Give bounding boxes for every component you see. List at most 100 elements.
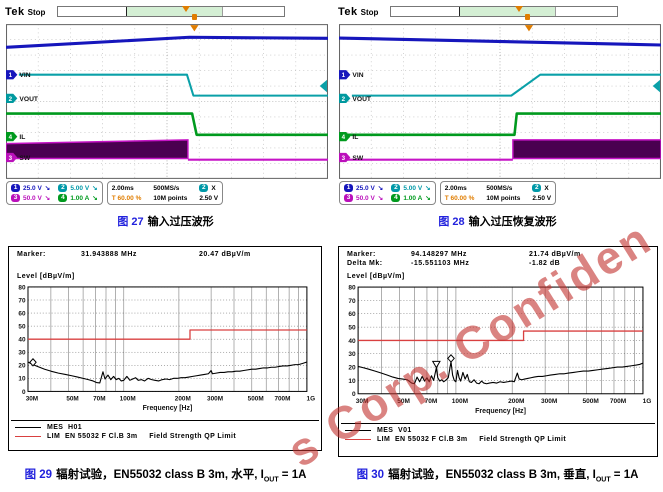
- x-tick-label: 50M: [397, 398, 410, 405]
- y-tick-label: 30: [348, 351, 356, 358]
- channel-readouts: 1 25.0 V ↘ 2 5.00 V ↘ 3 50.0 V ↘ 4 1.00 A ↘: [339, 181, 436, 205]
- channel-number: 1: [9, 72, 13, 79]
- y-tick-label: 60: [348, 311, 356, 318]
- x-tick-label: 100M: [452, 398, 468, 405]
- y-tick-label: 0: [22, 389, 26, 396]
- legend-text: LIM EN 55032 F Cl.B 3m Field Strength QP…: [377, 436, 567, 443]
- legend-row: MES H01: [15, 423, 315, 432]
- y-tick-label: 20: [348, 365, 356, 372]
- trigger-level: 2.50 V: [199, 194, 219, 202]
- acquisition-window: [125, 7, 223, 16]
- ch2-scale: 5.00 V: [403, 184, 423, 192]
- caption-subscript: OUT: [595, 476, 611, 484]
- ch1-coupling-icon: ↘: [377, 185, 384, 192]
- y-tick-label: 70: [18, 297, 26, 304]
- x-tick-label: 700M: [610, 398, 626, 405]
- legend-row: LIM EN 55032 F Cl.B 3m Field Strength QP…: [345, 435, 651, 444]
- x-tick-label: 200M: [508, 398, 524, 405]
- y-tick-label: 50: [348, 325, 356, 332]
- x-tick-label: 50M: [66, 395, 78, 402]
- x-tick-label: 70M: [93, 395, 105, 402]
- y-tick-label: 70: [348, 298, 356, 305]
- scope-status-bar: 1 25.0 V ↘ 2 5.00 V ↘ 3 50.0 V ↘ 4 1.00 A ↘ 2.00…: [339, 181, 663, 205]
- plot-border: [357, 286, 644, 395]
- sample-rate: 500MS/s: [486, 184, 513, 192]
- x-tick-label: 500M: [582, 398, 598, 405]
- channel-label: VIN: [19, 72, 30, 79]
- trigger-marker-icon: [525, 14, 531, 20]
- x-tick-label: 200M: [175, 395, 191, 402]
- emc-plot-fig30: Marker: 94.148297 MHz 21.74 dBµV/m Delta…: [338, 246, 658, 457]
- ch4-badge: 4: [58, 194, 68, 202]
- figure-28-caption: 图 28 输入过压恢复波形: [332, 213, 663, 230]
- marker-level: 20.47 dBµV/m: [199, 251, 251, 258]
- y-tick-label: 10: [348, 378, 356, 385]
- legend-row: MES V01: [345, 426, 651, 435]
- legend-text: MES H01: [47, 424, 83, 431]
- record-length: 10M points: [153, 194, 188, 202]
- trigger-point-icon: [190, 25, 199, 32]
- ch1-badge: 1: [344, 184, 353, 192]
- legend-line-sample: [345, 430, 371, 431]
- trigger-position-icon: [515, 6, 524, 12]
- scope-graticule: 1 VIN 2 VOUT 4 IL 3 SW: [339, 24, 661, 179]
- acquisition-bar: [57, 6, 285, 17]
- figure-title: 辐射试验，EN55032 class B 3m, 水平, I: [56, 469, 264, 481]
- legend-line-sample: [15, 427, 41, 428]
- ch4-coupling-icon: ↘: [425, 195, 431, 202]
- x-tick-label: 300M: [207, 395, 223, 402]
- channel-readouts: 1 25.0 V ↘ 2 5.00 V ↘ 3 50.0 V ↘ 4 1.00 A ↘: [6, 181, 103, 205]
- y-tick-label: 20: [18, 363, 26, 370]
- channel-position-marker: [339, 131, 351, 142]
- x-tick-label: 700M: [274, 395, 290, 402]
- ch1-badge: 1: [11, 184, 20, 192]
- trigger-source-badge: 2: [532, 184, 542, 192]
- delta-marker-label: Delta Mk:: [347, 260, 383, 267]
- channel-label: IL: [19, 134, 25, 141]
- ch4-scale: 1.00 A: [70, 194, 90, 202]
- figure-number: 图 27: [117, 216, 144, 228]
- ch3-coupling-icon: ↘: [377, 195, 384, 202]
- emc-plot-fig29: Marker: 31.943888 MHz 20.47 dBµV/m Level…: [8, 246, 322, 451]
- legend-line-sample: [15, 436, 41, 437]
- channel-label: VIN: [352, 72, 363, 79]
- channel-label: VOUT: [19, 96, 38, 103]
- trigger-position: T 60.00 %: [444, 194, 475, 202]
- channel-label: SW: [19, 155, 30, 162]
- legend-line-sample: [345, 439, 371, 440]
- x-tick-label: 30M: [356, 398, 369, 405]
- waveform-trace: [18, 73, 328, 97]
- y-tick-label: 80: [18, 284, 26, 291]
- waveform-trace: [339, 36, 661, 47]
- figure-title: 辐射试验，EN55032 class B 3m, 垂直, I: [388, 469, 596, 481]
- trigger-source-badge: 2: [199, 184, 209, 192]
- ch4-coupling-icon: ↘: [92, 195, 98, 202]
- trigger-point-icon: [524, 25, 534, 32]
- ch1-scale: 25.0 V: [23, 184, 42, 192]
- marker-level: 21.74 dBµV/m: [529, 251, 581, 258]
- x-tick-label: 100M: [120, 395, 136, 402]
- marker-readout: Marker: 94.148297 MHz 21.74 dBµV/m Delta…: [341, 250, 655, 271]
- record-length: 10M points: [486, 194, 521, 202]
- figure-30-caption: 图 30 辐射试验，EN55032 class B 3m, 垂直, IOUT = …: [332, 466, 663, 483]
- channel-number: 2: [342, 96, 346, 103]
- ch2-badge: 2: [58, 184, 68, 192]
- y-tick-label: 50: [18, 323, 26, 330]
- ch2-scale: 5.00 V: [70, 184, 90, 192]
- ch3-scale: 50.0 V: [23, 194, 42, 202]
- scope-screenshot-fig27: Tek Stop 1 VIN 2 VOUT 4 IL 3 SW 1 25.0 V ↘ 2 5.00 V…: [1, 2, 331, 208]
- figure-title: 输入过压恢复波形: [468, 216, 557, 228]
- legend: MES V01 LIM EN 55032 F Cl.B 3m Field Stre…: [341, 423, 655, 445]
- channel-label: IL: [352, 134, 358, 141]
- channel-number: 4: [342, 134, 346, 141]
- series-measurement: [357, 361, 644, 385]
- y-tick-label: 40: [18, 337, 26, 344]
- scope-graticule: 1 VIN 2 VOUT 4 IL 3 SW: [6, 24, 328, 179]
- acquisition-window: [458, 7, 556, 16]
- marker-label: Marker:: [17, 251, 46, 258]
- series-limit: [358, 330, 643, 342]
- channel-number: 3: [342, 155, 346, 162]
